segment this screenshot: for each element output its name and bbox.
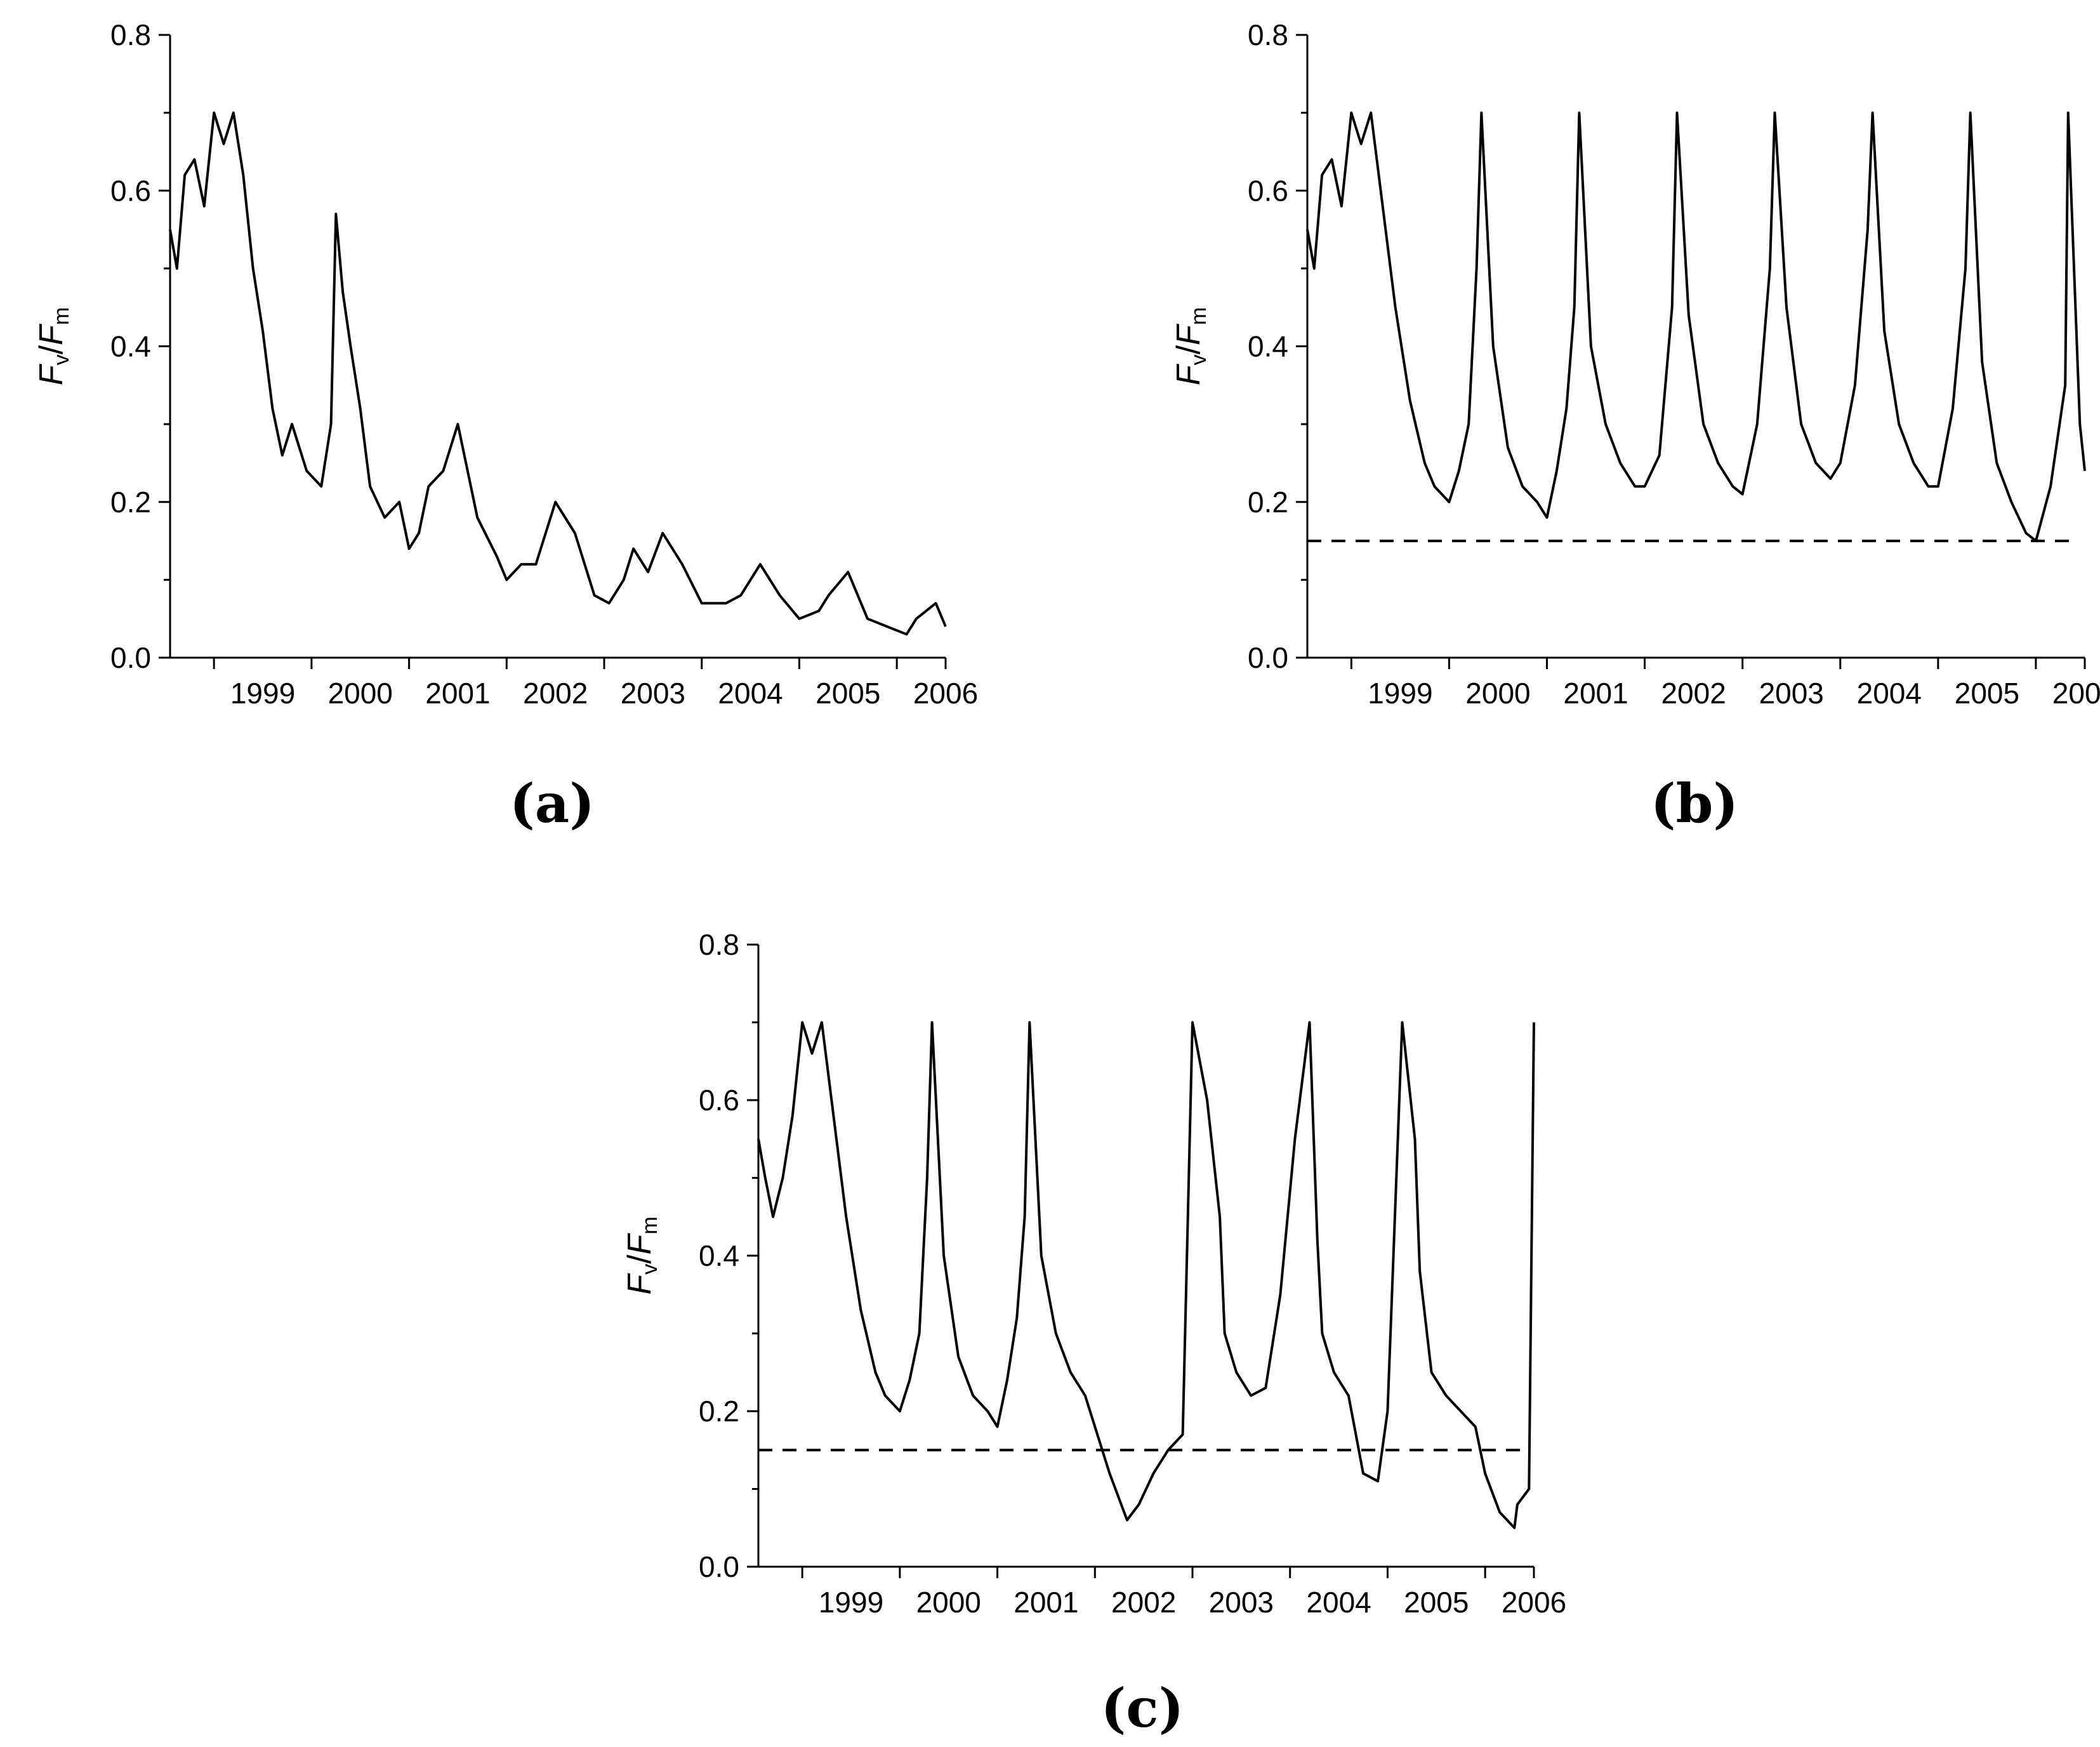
x-tick-label: 2003	[1209, 1586, 1274, 1619]
x-tick-label: 2001	[1563, 677, 1628, 710]
x-tick-label: 2006	[913, 677, 978, 710]
x-tick-label: 1999	[230, 677, 295, 710]
panel-label-c: (c)	[1101, 1677, 1184, 1739]
x-tick-label: 2005	[816, 677, 880, 710]
y-axis-label: Fv/Fm	[621, 1216, 662, 1294]
x-tick-label: 2004	[1857, 677, 1922, 710]
x-tick-label: 2003	[1759, 677, 1824, 710]
x-tick-label: 2005	[1955, 677, 2019, 710]
x-tick-label: 2002	[523, 677, 588, 710]
x-tick-label: 2006	[2052, 677, 2100, 710]
y-tick-label: 0.6	[110, 174, 151, 207]
y-tick-label: 0.4	[1248, 330, 1288, 363]
y-tick-label: 0.2	[699, 1395, 739, 1428]
chart-panel-c: 0.0 0.2 0.4 0.6 0.8 1999 2000 2001 2002 2003 2004 2…	[621, 928, 1566, 1619]
series-line	[757, 1021, 1535, 1529]
x-tick-label: 1999	[819, 1586, 883, 1619]
y-tick-label: 0.0	[1248, 641, 1288, 674]
series-line	[1306, 111, 2086, 543]
x-tick-label: 2004	[1306, 1586, 1371, 1619]
y-tick-label: 0.6	[699, 1084, 739, 1117]
series-line	[169, 111, 947, 636]
x-tick-label: 2002	[1111, 1586, 1176, 1619]
y-axis-label: Fv/Fm	[1170, 307, 1211, 385]
x-tick-label: 2000	[1465, 677, 1530, 710]
y-tick-label: 0.8	[110, 18, 151, 51]
y-tick-label: 0.4	[110, 330, 151, 363]
y-tick-label: 0.8	[699, 928, 739, 961]
panel-label-b: (b)	[1651, 772, 1738, 835]
x-tick-label: 2001	[1014, 1586, 1078, 1619]
x-tick-label: 2003	[621, 677, 685, 710]
x-tick-label: 2006	[1502, 1586, 1566, 1619]
y-tick-label: 0.8	[1248, 18, 1288, 51]
chart-panel-a: 0.0 0.2 0.4 0.6 0.8 1999 2000 2001 2002 2003 2004 2…	[33, 18, 978, 710]
y-tick-label: 0.6	[1248, 174, 1288, 207]
y-tick-label: 0.0	[699, 1550, 739, 1583]
x-tick-label: 2002	[1661, 677, 1726, 710]
y-tick-label: 0.2	[1248, 486, 1288, 519]
x-tick-label: 2000	[328, 677, 393, 710]
x-tick-label: 2000	[916, 1586, 981, 1619]
x-tick-label: 1999	[1368, 677, 1432, 710]
chart-panel-b: 0.0 0.2 0.4 0.6 0.8 1999 2000 2001 2002 2003 2004 2…	[1170, 18, 2100, 710]
y-tick-label: 0.4	[699, 1239, 739, 1272]
panel-label-a: (a)	[510, 772, 595, 835]
x-tick-label: 2004	[718, 677, 783, 710]
x-tick-label: 2001	[425, 677, 490, 710]
x-tick-label: 2005	[1404, 1586, 1469, 1619]
y-tick-label: 0.2	[110, 486, 151, 519]
y-axis-label: Fv/Fm	[33, 307, 74, 385]
y-tick-label: 0.0	[110, 641, 151, 674]
